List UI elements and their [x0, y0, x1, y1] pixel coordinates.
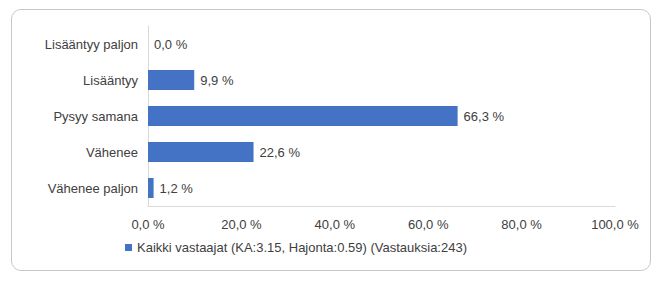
svg-text:Lisääntyy: Lisääntyy: [83, 73, 138, 88]
svg-text:80,0 %: 80,0 %: [501, 217, 542, 232]
svg-text:Kaikki vastaajat (KA:3.15, Haj: Kaikki vastaajat (KA:3.15, Hajonta:0.59)…: [137, 240, 467, 255]
svg-text:Vähenee: Vähenee: [86, 145, 138, 160]
svg-text:Lisääntyy paljon: Lisääntyy paljon: [45, 37, 138, 52]
svg-text:0,0 %: 0,0 %: [131, 217, 165, 232]
svg-text:0,0 %: 0,0 %: [154, 37, 188, 52]
svg-text:22,6 %: 22,6 %: [260, 145, 301, 160]
svg-text:60,0 %: 60,0 %: [408, 217, 449, 232]
svg-text:40,0 %: 40,0 %: [315, 217, 356, 232]
svg-text:66,3 %: 66,3 %: [464, 109, 505, 124]
svg-text:Pysyy samana: Pysyy samana: [53, 109, 138, 124]
svg-text:1,2 %: 1,2 %: [160, 181, 194, 196]
svg-text:100,0 %: 100,0 %: [591, 217, 639, 232]
svg-text:Vähenee paljon: Vähenee paljon: [48, 181, 138, 196]
svg-text:20,0 %: 20,0 %: [221, 217, 262, 232]
svg-text:9,9 %: 9,9 %: [200, 73, 234, 88]
